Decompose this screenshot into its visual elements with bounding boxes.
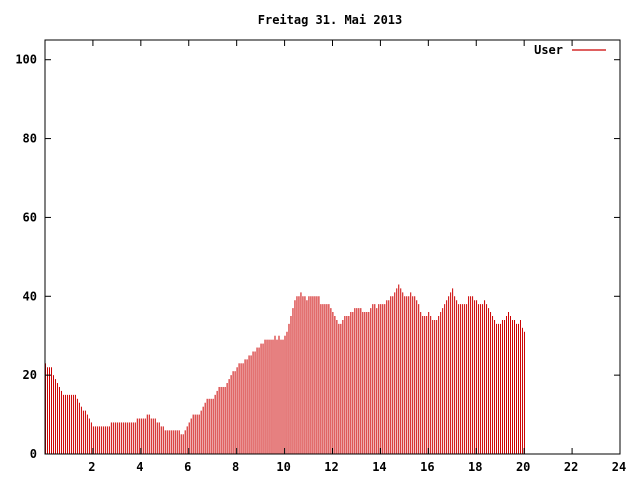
x-tick-label: 22 xyxy=(564,460,578,474)
y-tick-label: 60 xyxy=(23,210,37,224)
y-tick-label: 80 xyxy=(23,132,37,146)
x-tick-label: 8 xyxy=(232,460,239,474)
plot-frame xyxy=(44,39,621,455)
x-tick-label: 6 xyxy=(184,460,191,474)
x-tick-label: 20 xyxy=(516,460,530,474)
x-tick-label: 2 xyxy=(88,460,95,474)
y-tick-label: 40 xyxy=(23,289,37,303)
y-axis: 0 20 40 60 80 100 xyxy=(15,53,620,461)
x-tick-label: 18 xyxy=(468,460,482,474)
chart-title: Freitag 31. Mai 2013 xyxy=(258,13,403,27)
x-tick-label: 12 xyxy=(324,460,338,474)
y-tick-label: 20 xyxy=(23,368,37,382)
x-tick-label: 10 xyxy=(276,460,290,474)
x-axis: 2 4 6 8 10 12 14 16 18 20 22 24 xyxy=(88,40,626,474)
legend: User xyxy=(534,43,606,57)
x-tick-label: 4 xyxy=(136,460,143,474)
bar-series xyxy=(45,284,525,454)
x-tick-label: 14 xyxy=(372,460,386,474)
x-tick-label: 24 xyxy=(612,460,626,474)
y-tick-label: 0 xyxy=(30,447,37,461)
x-tick-label: 16 xyxy=(420,460,434,474)
y-tick-label: 100 xyxy=(15,53,37,67)
legend-label: User xyxy=(534,43,563,57)
